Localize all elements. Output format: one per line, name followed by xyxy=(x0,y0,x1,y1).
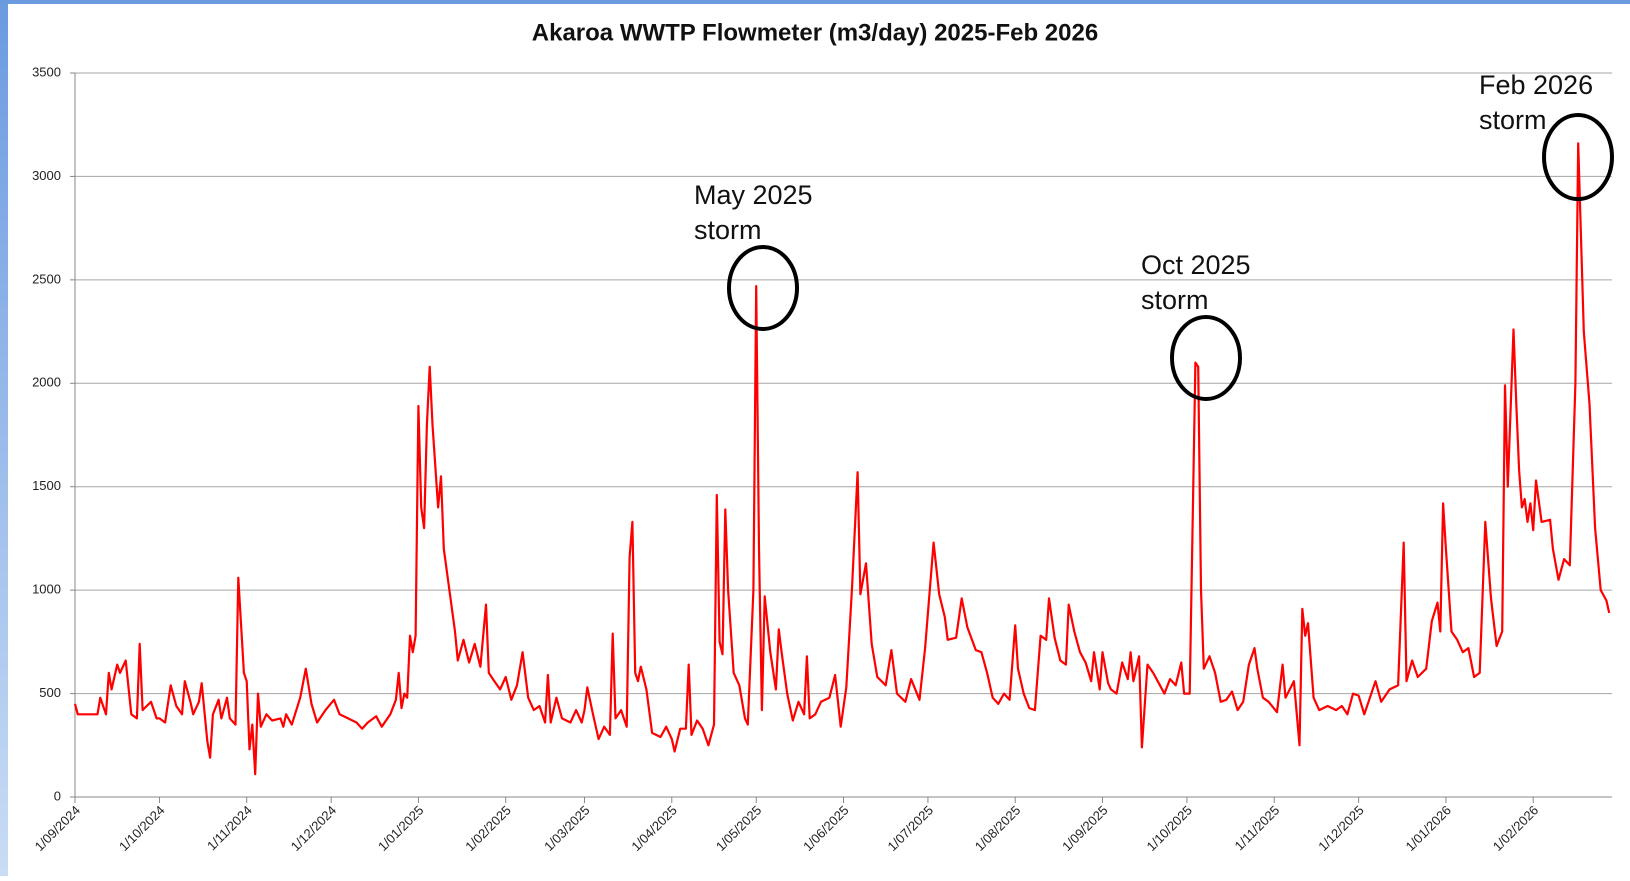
annotation-circle xyxy=(1170,315,1242,401)
x-tick-label: 1/12/2025 xyxy=(1315,803,1367,855)
annotation: Oct 2025 xyxy=(1141,250,1251,280)
x-tick-label: 1/08/2025 xyxy=(972,803,1024,855)
x-tick-label: 1/10/2024 xyxy=(116,803,168,855)
annotation: May 2025 xyxy=(694,180,813,210)
y-tick-label: 1000 xyxy=(32,582,61,597)
y-tick-label: 500 xyxy=(39,685,61,700)
annotation: storm xyxy=(1479,105,1547,135)
x-tick-label: 1/11/2025 xyxy=(1231,803,1282,854)
left-border xyxy=(0,0,8,876)
x-tick-label: 1/04/2025 xyxy=(628,803,680,855)
y-tick-label: 0 xyxy=(54,788,61,803)
x-tick-label: 1/09/2024 xyxy=(32,803,84,855)
x-tick-label: 1/11/2024 xyxy=(204,803,255,854)
x-tick-label: 1/12/2024 xyxy=(288,803,340,855)
annotation-circle xyxy=(1542,113,1614,201)
x-tick-label: 1/03/2025 xyxy=(541,803,593,855)
y-tick-label: 2000 xyxy=(32,375,61,390)
x-tick-label: 1/01/2026 xyxy=(1403,803,1455,855)
chart-title: Akaroa WWTP Flowmeter (m3/day) 2025-Feb … xyxy=(532,19,1098,46)
x-tick-label: 1/09/2025 xyxy=(1059,803,1111,855)
y-tick-label: 2500 xyxy=(32,271,61,286)
x-tick-label: 1/06/2025 xyxy=(800,803,852,855)
x-tick-label: 1/01/2025 xyxy=(375,803,427,855)
x-tick-label: 1/02/2026 xyxy=(1490,803,1542,855)
annotation-circle xyxy=(727,245,799,331)
y-tick-label: 3000 xyxy=(32,168,61,183)
annotation: storm xyxy=(694,215,762,245)
x-tick-label: 1/05/2025 xyxy=(713,803,765,855)
y-tick-label: 1500 xyxy=(32,478,61,493)
annotation: Feb 2026 xyxy=(1479,70,1593,100)
y-tick-label: 3500 xyxy=(32,64,61,79)
x-tick-label: 1/10/2025 xyxy=(1144,803,1196,855)
x-tick-label: 1/07/2025 xyxy=(885,803,937,855)
annotation: storm xyxy=(1141,285,1209,315)
x-tick-label: 1/02/2025 xyxy=(462,803,514,855)
data-line xyxy=(73,142,1611,776)
top-border xyxy=(0,0,1630,4)
